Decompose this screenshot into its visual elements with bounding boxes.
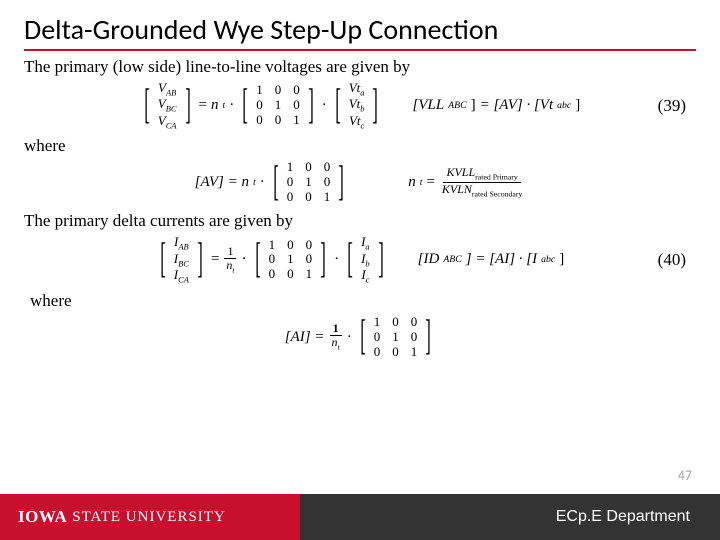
equation-40-row: [ IAB IBC ICA ] = 1 nt · [ 100 010 001 ]… (24, 235, 696, 284)
eq40-long: [ IAB IBC ICA ] = 1 nt · [ 100 010 001 ]… (156, 235, 388, 284)
eq39-number: (39) (658, 96, 686, 116)
eq40-short: [IDABC ] = [AI] · [Iabc] (418, 251, 565, 268)
intro-text-1: The primary (low side) line-to-line volt… (24, 57, 696, 77)
page-number: 47 (678, 467, 692, 484)
ai-def: [AI] = 1 nt · [ 100 010 001 ] (285, 315, 435, 360)
av-def: [AV] = nt · [ 100 010 001 ] (195, 160, 349, 205)
nt-def: nt = KVLLrated Primary KVLNrated Seconda… (408, 166, 525, 199)
eq39-long: [ VAB VBC VCA ] = nt · [ 100 010 001 ] ·… (140, 81, 383, 130)
department-label: ECp.E Department (300, 494, 720, 540)
where-1: where (24, 136, 696, 156)
university-logo: IOWA STATE UNIVERSITY (0, 494, 300, 540)
intro-text-2: The primary delta currents are given by (24, 211, 696, 231)
where-2: where (30, 291, 696, 311)
slide-title: Delta-Grounded Wye Step-Up Connection (24, 12, 696, 51)
eq40-number: (40) (658, 250, 686, 270)
equation-39-row: [ VAB VBC VCA ] = nt · [ 100 010 001 ] ·… (24, 81, 696, 130)
eq39-short: [VLLABC] = [AV] · [Vtabc] (412, 97, 580, 114)
av-nt-row: [AV] = nt · [ 100 010 001 ] nt = KVLLrat… (24, 160, 696, 205)
footer-bar: IOWA STATE UNIVERSITY ECp.E Department (0, 494, 720, 540)
